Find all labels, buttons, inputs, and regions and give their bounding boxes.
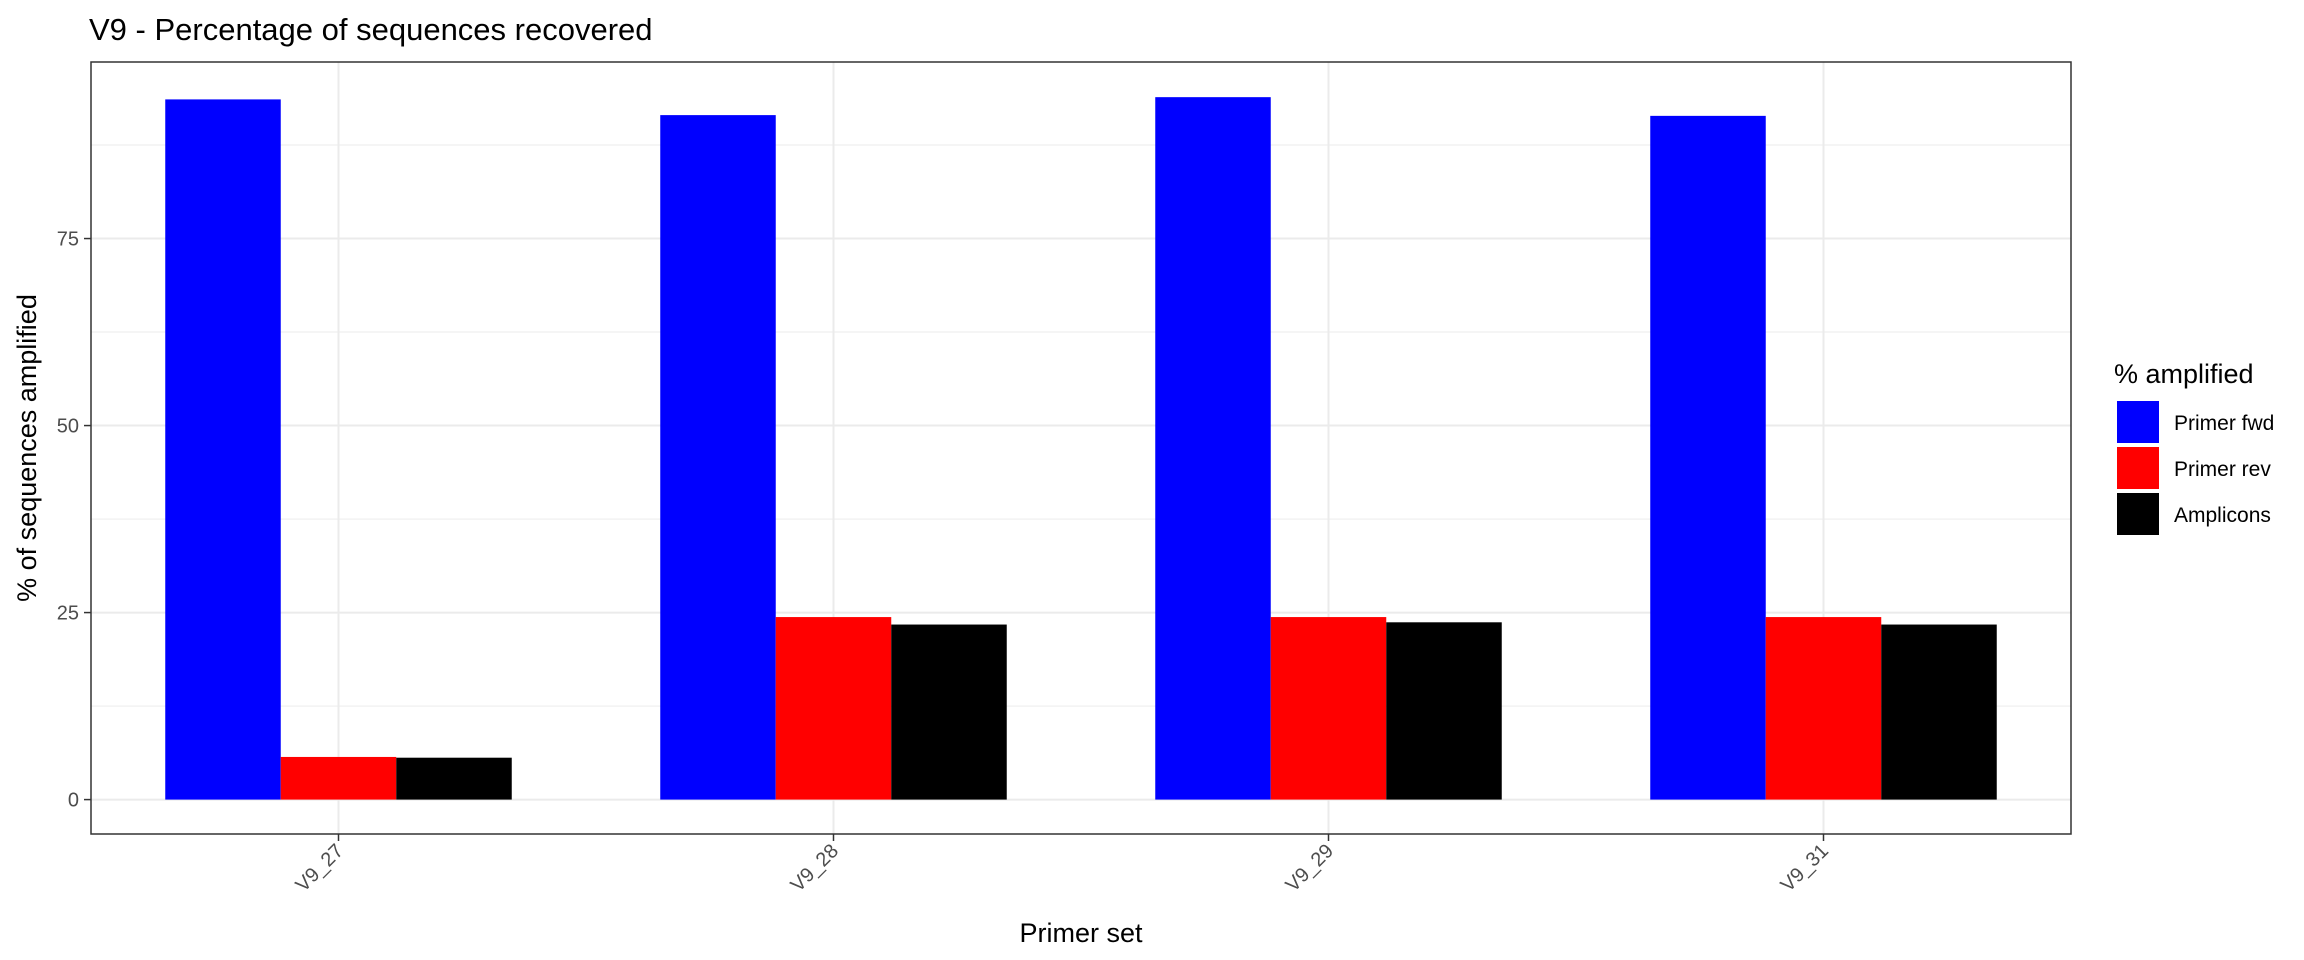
legend-title: % amplified xyxy=(2114,359,2254,389)
x-axis-title: Primer set xyxy=(1019,918,1143,948)
bar-amplicons-v9_28 xyxy=(891,624,1007,800)
legend-key-primer-rev xyxy=(2115,445,2161,491)
y-axis-title: % of sequences amplified xyxy=(12,294,42,602)
bar-primer-fwd-v9_27 xyxy=(165,99,281,800)
y-tick-label: 0 xyxy=(68,790,79,812)
x-tick-label: V9_27 xyxy=(292,840,348,896)
bar-primer-rev-v9_31 xyxy=(1765,617,1882,800)
y-tick-label: 75 xyxy=(57,229,79,251)
y-axis: 0 25 50 75 xyxy=(57,229,91,812)
bar-amplicons-v9_31 xyxy=(1881,624,1997,800)
bar-primer-fwd-v9_31 xyxy=(1650,115,1766,800)
bar-amplicons-v9_29 xyxy=(1386,622,1502,800)
legend-label: Primer fwd xyxy=(2174,412,2274,435)
x-tick-label: V9_31 xyxy=(1777,840,1833,896)
x-axis: V9_27 V9_28 V9_29 V9_31 xyxy=(292,834,1833,896)
bar-primer-rev-v9_27 xyxy=(280,756,397,800)
legend-key-primer-fwd xyxy=(2115,399,2161,445)
chart-title: V9 - Percentage of sequences recovered xyxy=(89,12,653,47)
bar-primer-rev-v9_28 xyxy=(775,617,892,800)
y-tick-label: 50 xyxy=(57,416,79,438)
legend-key-amplicons xyxy=(2115,491,2161,537)
bar-primer-fwd-v9_28 xyxy=(660,115,776,800)
bar-primer-fwd-v9_29 xyxy=(1155,97,1271,800)
legend-label: Primer rev xyxy=(2174,458,2271,481)
x-tick-label: V9_28 xyxy=(787,840,843,896)
y-tick-label: 25 xyxy=(57,603,79,625)
legend: % amplified Primer fwd Primer rev Amplicon… xyxy=(2114,359,2274,537)
plot-border xyxy=(90,61,2072,835)
bar-primer-rev-v9_29 xyxy=(1270,617,1387,800)
bars xyxy=(165,97,1997,800)
x-tick-label: V9_29 xyxy=(1282,840,1338,896)
legend-label: Amplicons xyxy=(2174,504,2271,527)
bar-amplicons-v9_27 xyxy=(396,757,512,800)
